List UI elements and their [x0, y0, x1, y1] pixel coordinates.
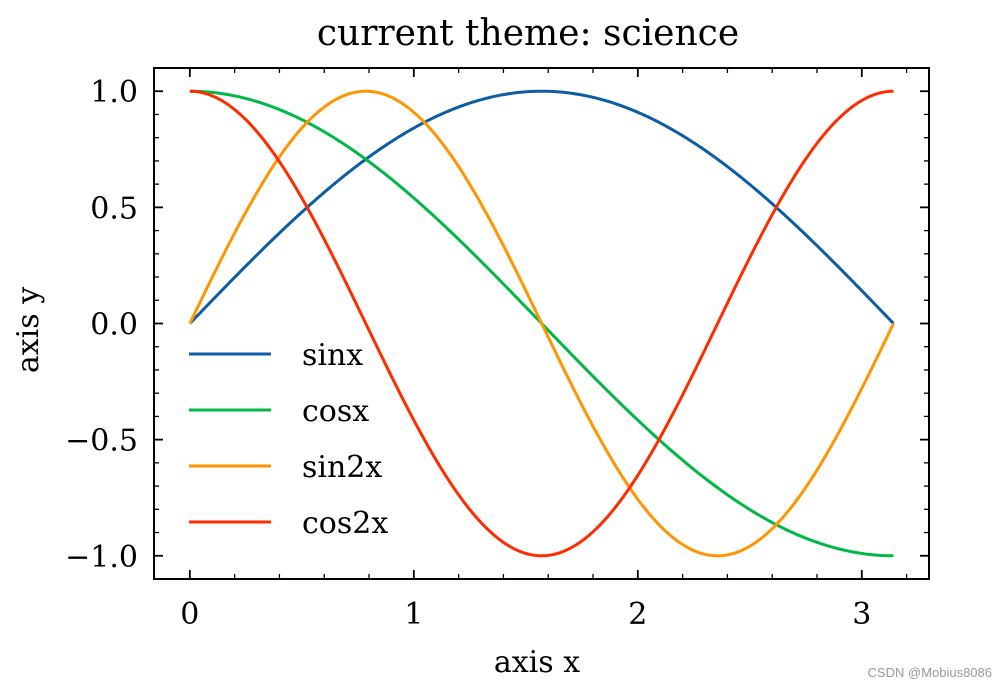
x-tick-label: 2 [628, 597, 647, 632]
tick-layer: 0 1 2 3 −1.0 −0.5 0.0 0.5 1.0 [65, 67, 929, 632]
series-layer [188, 89, 895, 558]
watermark: CSDN @Mobius8086 [867, 665, 992, 680]
legend: sinx cosx sin2x cos2x [189, 338, 388, 541]
plot-frame [153, 67, 930, 580]
series-line-cos2x [189, 89, 894, 558]
x-tick-label: 3 [852, 597, 871, 632]
y-tick-label: −1.0 [65, 540, 138, 575]
chart-title: current theme: science [317, 13, 739, 54]
legend-label-sinx: sinx [302, 338, 363, 373]
y-axis-label: axis y [11, 287, 46, 373]
series-line-sin2x [188, 89, 895, 558]
series-line-sinx [188, 89, 895, 325]
y-tick-label: 0.0 [90, 308, 138, 343]
legend-label-cos2x: cos2x [302, 506, 388, 541]
x-axis-label: axis x [494, 645, 580, 680]
y-tick-label: −0.5 [65, 424, 138, 459]
x-tick-label: 0 [180, 597, 199, 632]
legend-label-cosx: cosx [302, 394, 369, 429]
legend-label-sin2x: sin2x [302, 450, 382, 485]
y-tick-label: 1.0 [90, 75, 138, 110]
y-tick-label: 0.5 [90, 191, 138, 226]
x-tick-label: 1 [404, 597, 423, 632]
